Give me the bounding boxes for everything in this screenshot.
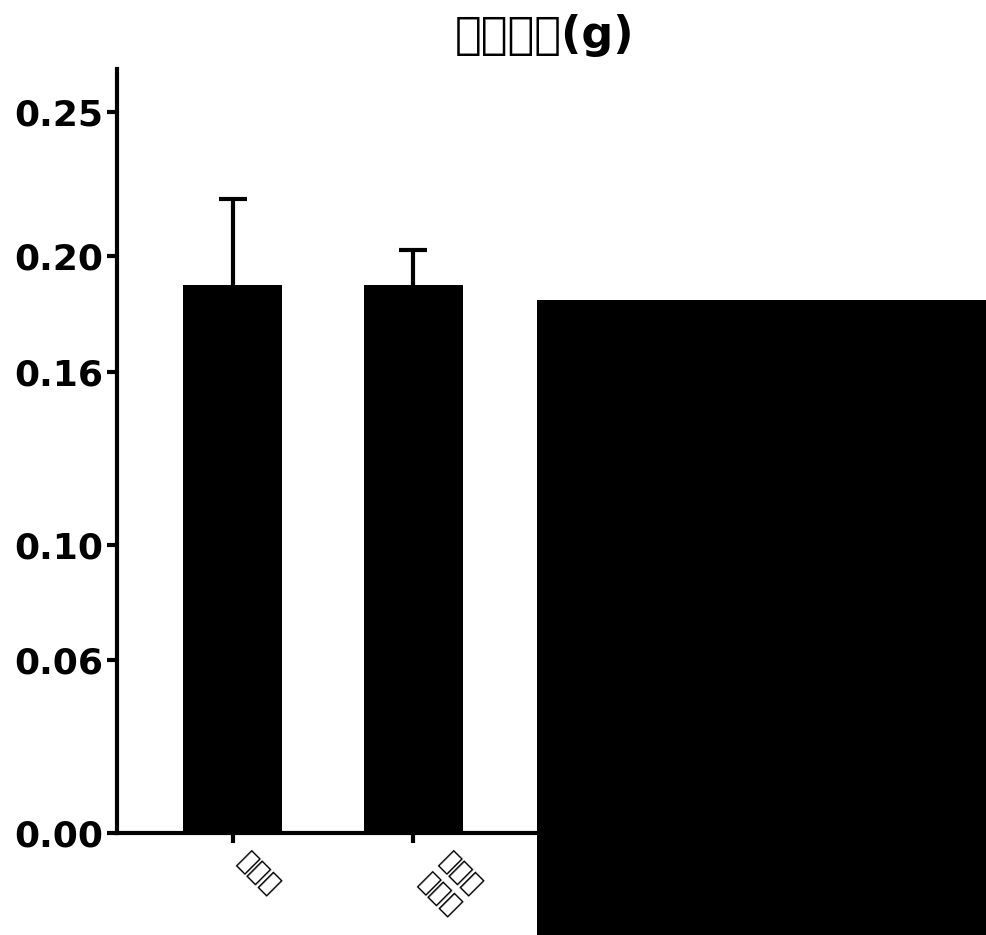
Bar [627, 299, 726, 833]
Title: 肿瘤重量(g): 肿瘤重量(g) [455, 14, 635, 57]
Bar [364, 285, 462, 833]
Bar [808, 299, 906, 833]
Bar [183, 285, 282, 833]
